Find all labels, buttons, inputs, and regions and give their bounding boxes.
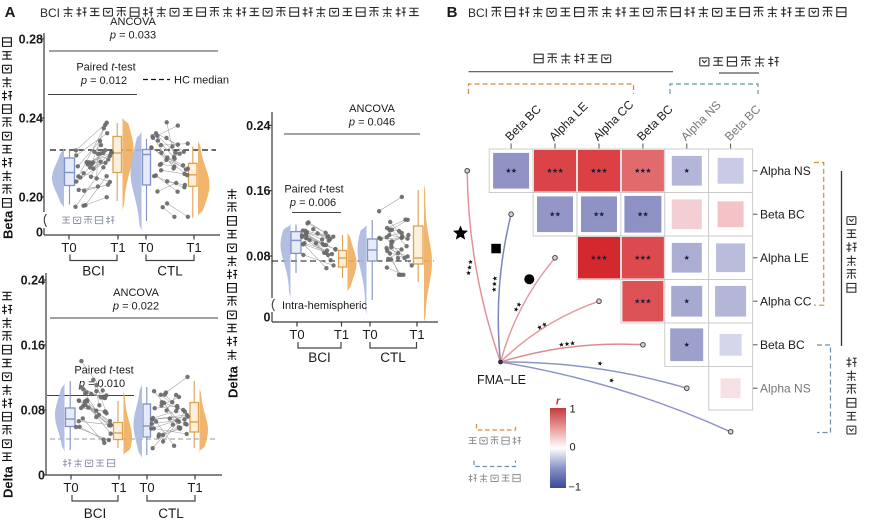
svg-text:0.20: 0.20 [19, 190, 43, 204]
svg-text:0: 0 [570, 442, 576, 454]
svg-text:0.16: 0.16 [246, 184, 270, 198]
svg-text:0: 0 [264, 311, 271, 325]
svg-text:Alpha CC: Alpha CC [760, 294, 812, 308]
svg-text:T0: T0 [139, 480, 154, 495]
svg-text:BCI: BCI [468, 6, 488, 20]
svg-text:Alpha NS: Alpha NS [760, 164, 811, 178]
svg-text:p = 0.012: p = 0.012 [80, 75, 127, 87]
svg-text:ANCOVA: ANCOVA [349, 103, 395, 115]
svg-text:T1: T1 [111, 480, 126, 495]
svg-text:T0: T0 [61, 240, 76, 255]
svg-text:0.28: 0.28 [19, 32, 43, 46]
svg-text:r: r [556, 396, 561, 408]
svg-text:0.16: 0.16 [21, 338, 45, 352]
svg-text:p = 0.022: p = 0.022 [112, 301, 159, 313]
svg-text:0: 0 [38, 468, 45, 482]
svg-text:p = 0.046: p = 0.046 [348, 117, 395, 129]
svg-text:T1: T1 [186, 240, 201, 255]
svg-text:ANCOVA: ANCOVA [113, 287, 159, 299]
svg-text:CTL: CTL [158, 506, 184, 521]
svg-text:Paired t-test: Paired t-test [74, 365, 133, 377]
svg-text:1: 1 [570, 404, 576, 416]
svg-text:Paired t-test: Paired t-test [76, 62, 135, 74]
svg-text:Beta BC: Beta BC [760, 338, 805, 352]
svg-text:CTL: CTL [380, 350, 406, 365]
svg-text:FMA−LE: FMA−LE [477, 373, 526, 387]
svg-text:BCI: BCI [84, 506, 107, 521]
svg-text:ANCOVA: ANCOVA [110, 16, 156, 28]
svg-text:CTL: CTL [157, 264, 183, 279]
svg-text:Delta: Delta [1, 465, 16, 498]
svg-text:Alpha NS: Alpha NS [760, 381, 811, 395]
svg-text:0: 0 [36, 226, 43, 240]
svg-text:T0: T0 [289, 327, 304, 342]
svg-text:0.24: 0.24 [19, 111, 43, 125]
svg-text:A: A [5, 4, 16, 21]
svg-text:Intra-hemispheric: Intra-hemispheric [282, 300, 367, 312]
svg-text:T1: T1 [187, 480, 202, 495]
svg-text:Alpha LE: Alpha LE [760, 251, 809, 265]
svg-text:0.24: 0.24 [21, 273, 45, 287]
svg-text:BCI: BCI [308, 350, 331, 365]
svg-text:0.08: 0.08 [21, 403, 45, 417]
svg-text:p = 0.033: p = 0.033 [109, 30, 156, 42]
svg-text:B: B [447, 4, 458, 21]
svg-text:−1: −1 [569, 482, 582, 494]
svg-text:T0: T0 [362, 327, 377, 342]
svg-text:p = 0.010: p = 0.010 [78, 378, 125, 390]
svg-text:p = 0.006: p = 0.006 [289, 197, 336, 209]
svg-text:HC median: HC median [174, 75, 229, 87]
svg-text:T1: T1 [409, 327, 424, 342]
svg-text:0.08: 0.08 [246, 249, 270, 263]
svg-text:BCI: BCI [82, 264, 105, 279]
svg-text:BCI: BCI [40, 6, 60, 20]
svg-text:Beta: Beta [1, 210, 16, 239]
svg-text:Delta: Delta [226, 365, 241, 398]
svg-text:T1: T1 [110, 240, 125, 255]
svg-text:0.24: 0.24 [246, 119, 270, 133]
svg-text:T1: T1 [334, 327, 349, 342]
svg-text:T0: T0 [138, 240, 153, 255]
svg-text:Beta BC: Beta BC [760, 207, 805, 221]
svg-text:T0: T0 [63, 480, 78, 495]
svg-text:Paired t-test: Paired t-test [284, 184, 343, 196]
